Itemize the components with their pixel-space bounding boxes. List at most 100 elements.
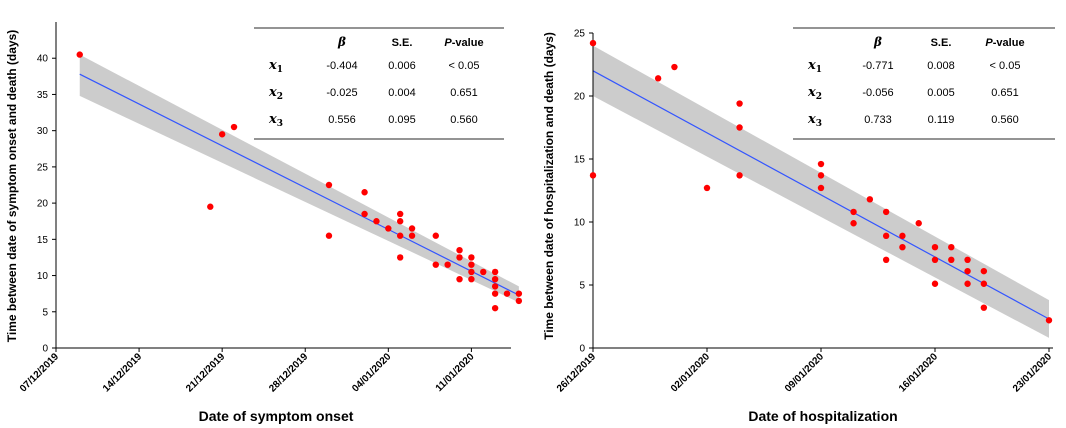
table-cell: 0.556 [328, 114, 356, 126]
data-point [948, 244, 955, 251]
x-axis-title: Date of symptom onset [199, 408, 354, 424]
table-cell: 0.095 [388, 114, 416, 126]
data-point [396, 232, 404, 239]
y-tick-label: 20 [574, 92, 586, 103]
table-header: β [873, 35, 882, 49]
data-point [480, 268, 487, 276]
y-tick-label: 15 [37, 235, 49, 246]
x-tick-label: 04/01/2020 [350, 351, 393, 394]
data-point [948, 256, 955, 263]
table-header: P-value [985, 37, 1024, 49]
y-tick-label: 5 [42, 307, 48, 318]
data-point [325, 181, 333, 189]
table-row-label: x3 [807, 112, 822, 129]
table-cell: -0.056 [862, 87, 893, 99]
table-cell: 0.651 [991, 87, 1019, 99]
data-point [456, 254, 463, 261]
data-point [980, 267, 988, 275]
table-cell: -0.025 [326, 87, 357, 99]
table-row-label: x3 [268, 112, 283, 129]
data-point [491, 275, 499, 283]
data-point [654, 75, 662, 82]
data-point [736, 124, 743, 131]
data-point [899, 232, 906, 240]
data-point [515, 297, 523, 305]
data-point [408, 225, 416, 232]
y-tick-label: 5 [579, 281, 585, 292]
y-tick-label: 0 [42, 344, 48, 355]
y-tick-label: 20 [37, 199, 49, 210]
table-row-label: x1 [268, 58, 283, 75]
data-point [817, 160, 825, 168]
data-point [850, 220, 857, 227]
data-point [503, 290, 511, 297]
data-point [703, 184, 711, 192]
y-tick-label: 15 [574, 155, 586, 166]
y-tick-label: 25 [574, 29, 586, 40]
data-point [361, 210, 368, 218]
data-point [468, 275, 475, 283]
data-point [915, 220, 922, 227]
x-tick-label: 11/01/2020 [434, 351, 477, 394]
data-point [736, 100, 743, 107]
chart-right: 0 5 10 15 20 25 26/12/2019 02/01/2020 09/01/2020… [542, 27, 1055, 424]
data-point [468, 254, 475, 261]
data-point [408, 232, 416, 239]
x-tick-label: 09/01/2020 [783, 351, 826, 394]
data-point [964, 280, 971, 287]
data-point [931, 256, 939, 263]
data-point [373, 218, 380, 225]
table-background [793, 28, 1055, 139]
table-cell: -0.404 [326, 60, 357, 72]
x-tick-label: 28/12/2019 [267, 351, 310, 394]
data-point [361, 189, 368, 196]
table-header: S.E. [931, 37, 952, 49]
table-cell: 0.733 [864, 114, 892, 126]
table-cell: 0.008 [927, 60, 955, 72]
table-cell: 0.004 [388, 87, 416, 99]
x-tick-label: 07/12/2019 [18, 351, 61, 394]
data-point [432, 232, 439, 239]
data-point [1045, 317, 1053, 324]
table-header: β [337, 35, 346, 49]
x-tick-label: 21/12/2019 [184, 351, 227, 394]
confidence-band [593, 45, 1049, 338]
x-tick-label: 16/01/2020 [897, 351, 940, 394]
table-header: P-value [444, 37, 483, 49]
data-point [385, 225, 392, 232]
y-tick-label: 0 [579, 344, 585, 355]
data-point [432, 261, 439, 268]
data-point [817, 184, 825, 192]
regression-line [592, 70, 1050, 320]
table-row-label: x1 [807, 58, 822, 75]
data-point [882, 256, 890, 263]
data-point [850, 208, 857, 216]
y-tick-label: 10 [574, 218, 586, 229]
data-point [207, 203, 214, 210]
table-cell: 0.006 [388, 60, 416, 72]
table-cell: 0.119 [928, 114, 955, 126]
data-point [456, 275, 463, 283]
data-point [931, 280, 939, 287]
data-point [866, 196, 874, 203]
coefficient-table: β S.E. P-value x1 -0.404 0.006 < 0.05 x2 -0.025 0… [254, 27, 504, 140]
data-point [980, 304, 988, 311]
data-point [964, 256, 971, 263]
data-point [396, 218, 404, 225]
table-cell: 0.560 [991, 114, 1019, 126]
data-point [736, 172, 743, 179]
table-cell: 0.560 [450, 114, 478, 126]
data-point [980, 280, 988, 287]
data-point [468, 268, 475, 276]
y-tick-label: 35 [37, 90, 49, 101]
data-point [491, 290, 499, 297]
data-point [899, 244, 906, 251]
x-tick-label: 02/01/2020 [669, 351, 712, 394]
data-point [76, 51, 83, 58]
table-cell: 0.651 [450, 87, 478, 99]
y-tick-label: 25 [37, 162, 49, 173]
data-point [491, 283, 499, 290]
data-point [931, 244, 939, 251]
data-point [230, 123, 238, 131]
x-tick-label: 23/01/2020 [1011, 351, 1054, 394]
